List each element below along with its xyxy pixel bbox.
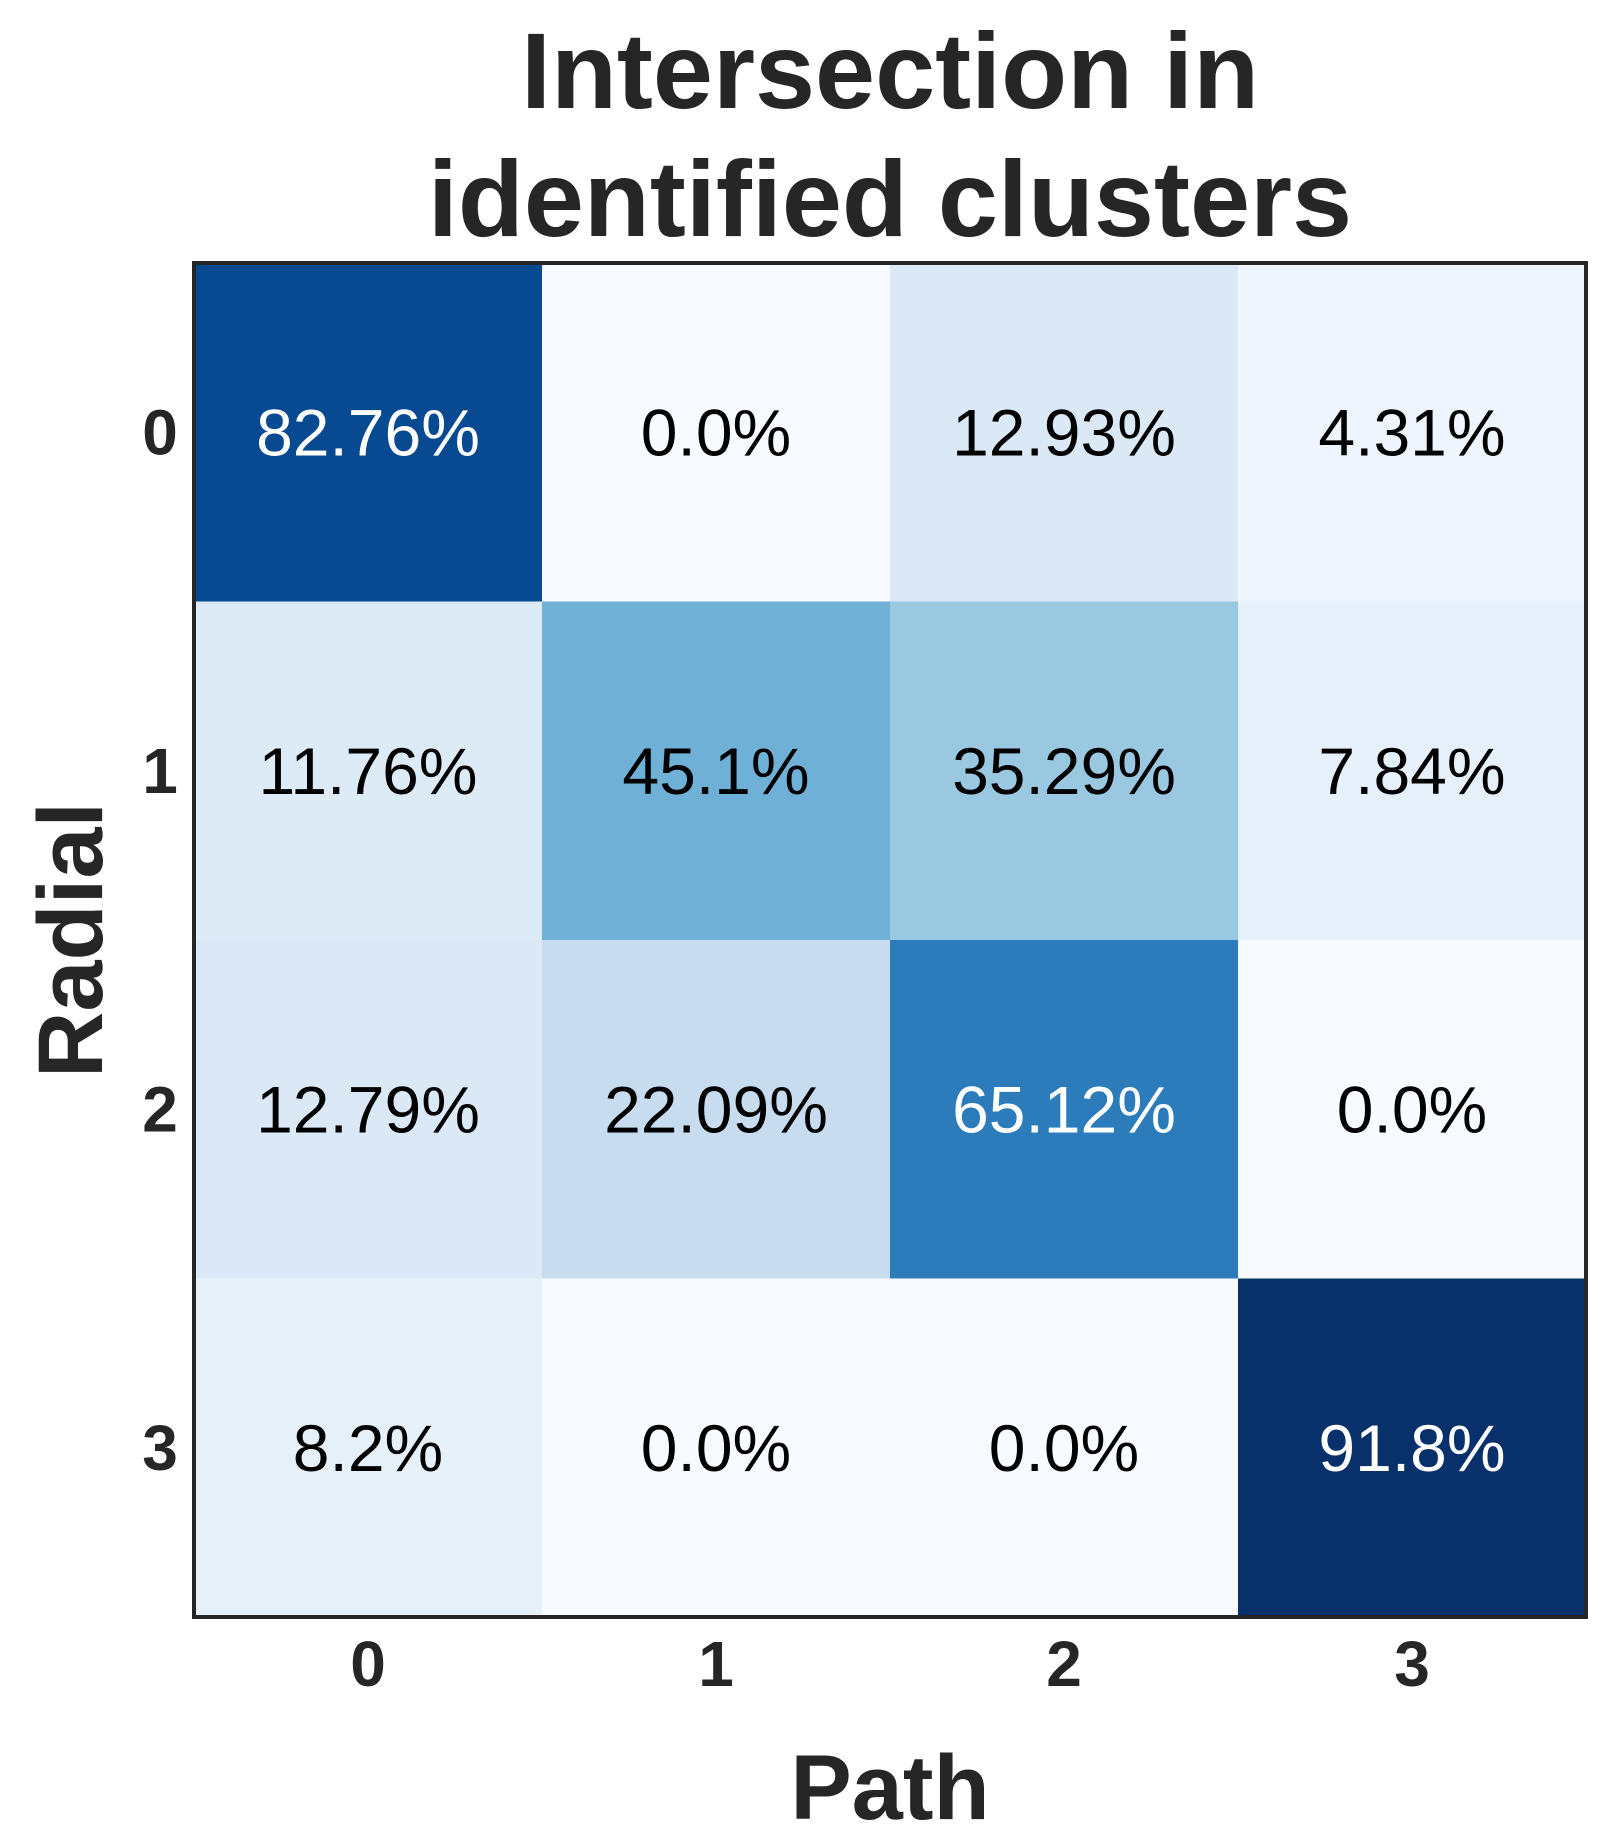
heatmap-cell-r2-c2: [890, 940, 1239, 1279]
cell-value-label-r0-c3: 4.31%: [1318, 395, 1505, 469]
x-tick-labels: 0 1 2 3: [350, 1628, 1430, 1700]
x-tick-label-3: 3: [1394, 1628, 1430, 1700]
y-tick-labels: 0 1 2 3: [142, 396, 178, 1484]
cell-value-label-r3-c2: 0.0%: [989, 1411, 1139, 1485]
y-tick-label-1: 1: [142, 735, 178, 807]
heatmap-cell-r2-c1: [542, 940, 891, 1279]
cell-value-label-r0-c0: 82.76%: [256, 395, 480, 469]
cell-value-label-r2-c3: 0.0%: [1337, 1072, 1487, 1146]
y-tick-label-2: 2: [142, 1073, 178, 1145]
chart-title-line-2: identified clusters: [428, 138, 1352, 259]
heatmap-cell-r0-c2: [890, 263, 1239, 602]
cell-value-label-r0-c1: 0.0%: [641, 395, 791, 469]
y-tick-label-3: 3: [142, 1412, 178, 1484]
heatmap-cell-r2-c3: [1238, 940, 1587, 1279]
cell-value-label-r1-c1: 45.1%: [622, 734, 809, 808]
cell-value-label-r1-c2: 35.29%: [952, 734, 1176, 808]
cell-value-label-r3-c1: 0.0%: [641, 1411, 791, 1485]
heatmap-cell-r0-c3: [1238, 263, 1587, 602]
heatmap-cell-r3-c1: [542, 1278, 891, 1618]
heatmap-cells: [194, 263, 1587, 1618]
x-tick-label-0: 0: [350, 1628, 386, 1700]
heatmap-cell-r0-c1: [542, 263, 891, 602]
heatmap-cell-r3-c0: [194, 1278, 543, 1618]
cell-value-label-r1-c3: 7.84%: [1318, 734, 1505, 808]
x-axis-label: Path: [790, 1737, 989, 1839]
heatmap-cell-r0-c0: [194, 263, 543, 602]
heatmap-cell-r1-c2: [890, 601, 1239, 941]
heatmap-cell-r1-c0: [194, 601, 543, 941]
y-axis-label: Radial: [20, 802, 122, 1078]
heatmap-cell-r2-c0: [194, 940, 543, 1279]
heatmap-cell-r1-c3: [1238, 601, 1587, 941]
cell-value-label-r3-c3: 91.8%: [1318, 1411, 1505, 1485]
heatmap-cell-r3-c3: [1238, 1278, 1587, 1618]
cell-value-label-r2-c1: 22.09%: [604, 1072, 828, 1146]
x-tick-label-2: 2: [1046, 1628, 1082, 1700]
x-tick-label-1: 1: [698, 1628, 734, 1700]
cell-value-label-r3-c0: 8.2%: [293, 1411, 443, 1485]
heatmap-cell-r3-c2: [890, 1278, 1239, 1618]
chart-title: Intersection in identified clusters: [428, 10, 1352, 259]
y-tick-label-0: 0: [142, 396, 178, 468]
cell-value-label-r0-c2: 12.93%: [952, 395, 1176, 469]
chart-title-line-1: Intersection in: [521, 10, 1259, 131]
heatmap-cell-labels: 82.76% 0.0% 12.93% 4.31% 11.76% 45.1% 35.29% 7.…: [256, 395, 1506, 1485]
cell-value-label-r2-c2: 65.12%: [952, 1072, 1176, 1146]
cell-value-label-r2-c0: 12.79%: [256, 1072, 480, 1146]
cell-value-label-r1-c0: 11.76%: [259, 734, 478, 808]
heatmap-cell-r1-c1: [542, 601, 891, 941]
plot-frame: [192, 261, 1588, 1619]
